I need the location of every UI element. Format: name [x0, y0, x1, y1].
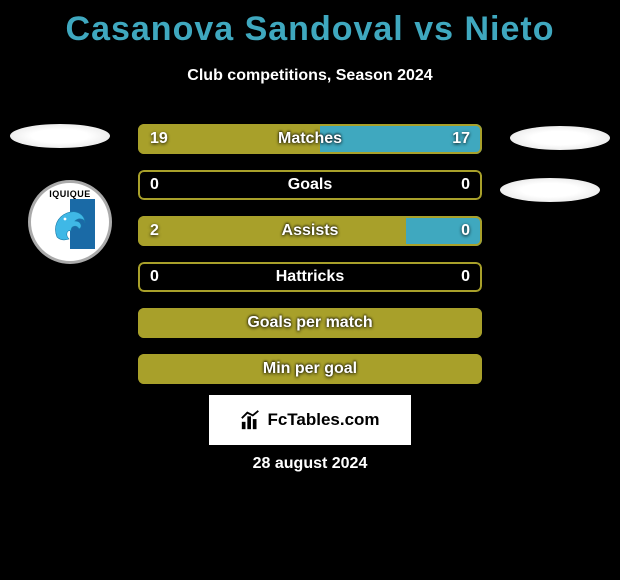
club-name: IQUIQUE: [49, 189, 91, 199]
stat-row: Matches19 17: [138, 124, 482, 154]
stat-value-right: 0: [461, 262, 470, 292]
stat-value-left: 0: [150, 262, 159, 292]
snapshot-date: 28 august 2024: [0, 455, 620, 473]
player-placeholder: [10, 124, 110, 148]
fctables-watermark: FcTables.com: [209, 395, 411, 445]
stat-bars: Matches1917Goals00Assists20Hattricks00Go…: [138, 124, 482, 400]
player-placeholder: [510, 126, 610, 150]
stat-value-right: 0: [461, 170, 470, 200]
stat-row: Hattricks0 0: [138, 262, 482, 292]
comparison-subtitle: Club competitions, Season 2024: [0, 67, 620, 85]
dragon-icon: [45, 199, 95, 249]
brand-text: FcTables.com: [267, 410, 379, 430]
stat-label: Goals: [138, 170, 482, 200]
stat-value-right: 0: [461, 216, 470, 246]
player-placeholder: [500, 178, 600, 202]
stat-row: Goals per match: [138, 308, 482, 338]
stat-value-left: 0: [150, 170, 159, 200]
club-badge-left: IQUIQUE: [28, 180, 112, 264]
stat-row: Goals0 0: [138, 170, 482, 200]
stat-row: Min per goal: [138, 354, 482, 384]
stat-label: Min per goal: [138, 354, 482, 384]
bars-icon: [240, 409, 262, 431]
stat-value-left: 2: [150, 216, 159, 246]
comparison-title: Casanova Sandoval vs Nieto: [0, 0, 620, 49]
stat-row: Assists2 0: [138, 216, 482, 246]
stat-label: Matches: [138, 124, 482, 154]
stat-value-left: 19: [150, 124, 168, 154]
stat-label: Assists: [138, 216, 482, 246]
stat-label: Goals per match: [138, 308, 482, 338]
stat-label: Hattricks: [138, 262, 482, 292]
stat-value-right: 17: [452, 124, 470, 154]
